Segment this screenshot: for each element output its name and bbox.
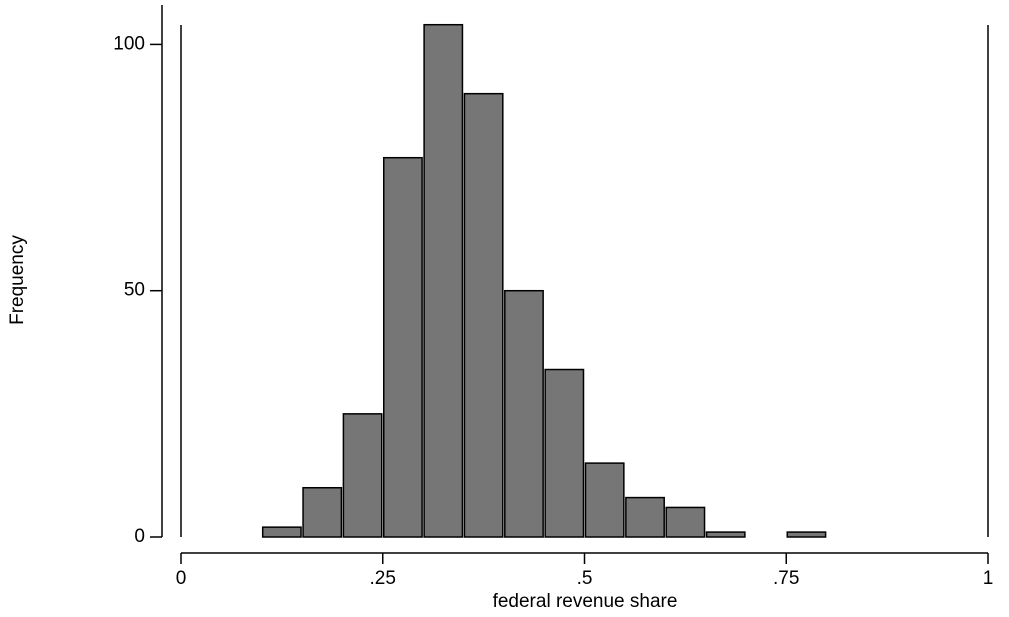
- x-tick-label: .25: [370, 568, 396, 589]
- y-axis-title: Frequency: [7, 235, 28, 325]
- bar: [665, 506, 706, 538]
- bar: [463, 92, 504, 538]
- bar: [584, 462, 625, 538]
- x-tick-label: .5: [577, 568, 593, 589]
- bar: [261, 526, 302, 538]
- x-tick-label: 0: [176, 568, 187, 589]
- bar: [383, 156, 423, 538]
- bar: [786, 531, 827, 538]
- y-tick-label: 100: [113, 33, 145, 54]
- bar: [302, 486, 343, 538]
- x-tick-label: .75: [773, 568, 799, 589]
- y-tick-label: 0: [134, 526, 145, 547]
- x-tick-label: 1: [983, 568, 994, 589]
- bar: [423, 23, 464, 538]
- bar: [342, 413, 383, 538]
- bar: [504, 289, 544, 538]
- y-tick-label: 50: [124, 280, 145, 301]
- bar: [625, 496, 665, 538]
- x-axis-title: federal revenue share: [493, 591, 678, 612]
- bar: [544, 368, 585, 538]
- bar: [705, 531, 746, 538]
